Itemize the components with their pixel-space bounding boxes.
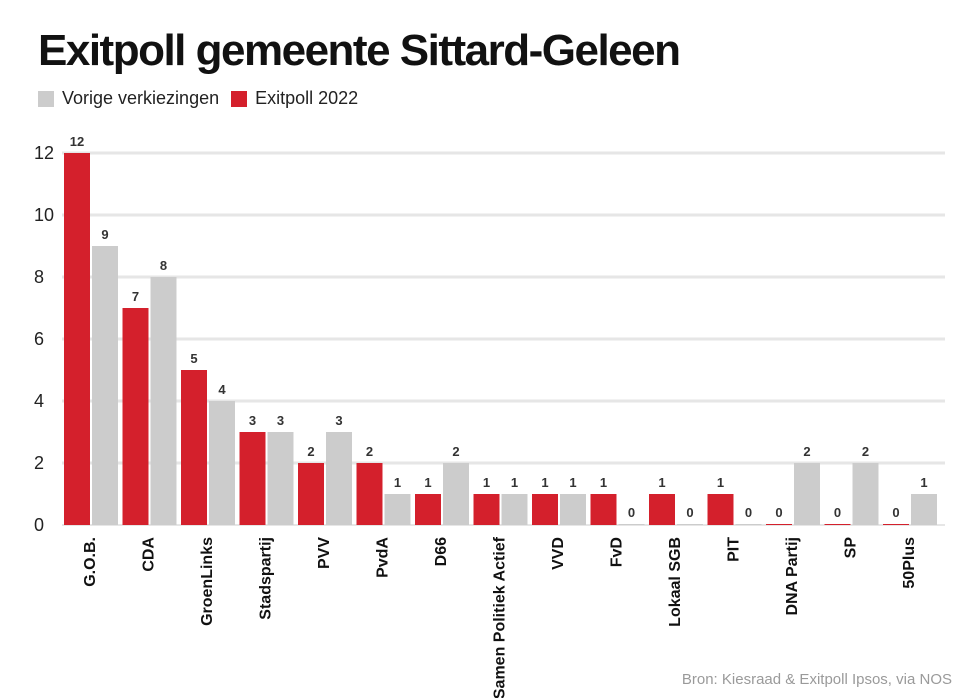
bar-vorige-pvda	[384, 494, 411, 525]
value-label-exitpoll-groenlinks: 5	[190, 351, 197, 366]
value-label-vorige-vvd: 1	[569, 475, 576, 490]
value-label-vorige-stadspartij: 3	[277, 413, 284, 428]
category-label-groenlinks: GroenLinks	[199, 537, 216, 626]
legend-label-exitpoll: Exitpoll 2022	[255, 88, 359, 108]
value-label-vorige-pvda: 1	[394, 475, 401, 490]
value-label-vorige-fvd: 0	[628, 505, 635, 520]
bar-vorige-pit	[735, 524, 762, 525]
y-tick-label-12: 12	[34, 143, 54, 163]
category-label-sp: SP	[843, 537, 860, 559]
category-label-pvv: PVV	[316, 537, 333, 569]
category-label-vvd: VVD	[550, 537, 567, 570]
category-label-cda: CDA	[141, 537, 158, 572]
bar-exitpoll-dna-partij	[766, 524, 792, 525]
bar-vorige-pvv	[326, 432, 352, 525]
category-label-dna-partij: DNA Partij	[784, 537, 801, 616]
bar-exitpoll-pvda	[356, 463, 383, 525]
bar-vorige-groenlinks	[209, 401, 235, 525]
value-label-vorige-groenlinks: 4	[218, 382, 226, 397]
value-label-exitpoll-lokaal-sgb: 1	[658, 475, 665, 490]
y-tick-label-8: 8	[34, 267, 44, 287]
bar-exitpoll-d66	[415, 494, 441, 525]
bar-vorige-samen-politiek-actief	[501, 494, 528, 525]
value-label-vorige-sp: 2	[862, 444, 869, 459]
value-label-vorige-pvv: 3	[335, 413, 342, 428]
category-label-lokaal-sgb: Lokaal SGB	[667, 537, 684, 627]
legend: Vorige verkiezingen Exitpoll 2022	[38, 88, 370, 109]
y-tick-label-0: 0	[34, 515, 44, 535]
bar-exitpoll-lokaal-sgb	[649, 494, 675, 525]
legend-swatch-exitpoll	[231, 90, 248, 107]
value-label-exitpoll-cda: 7	[132, 289, 139, 304]
legend-item-exitpoll: Exitpoll 2022	[231, 88, 358, 109]
bar-exitpoll-sp	[824, 524, 851, 525]
bar-vorige-dna-partij	[794, 463, 820, 525]
y-tick-label-6: 6	[34, 329, 44, 349]
y-tick-label-4: 4	[34, 391, 44, 411]
value-label-vorige-d66: 2	[452, 444, 459, 459]
bar-vorige-d66	[443, 463, 469, 525]
value-label-exitpoll-pvv: 2	[307, 444, 314, 459]
value-label-exitpoll-stadspartij: 3	[249, 413, 256, 428]
legend-label-vorige: Vorige verkiezingen	[62, 88, 220, 108]
bar-exitpoll-g-o-b	[64, 153, 90, 525]
value-label-exitpoll-samen-politiek-actief: 1	[483, 475, 490, 490]
bar-vorige-lokaal-sgb	[677, 524, 703, 525]
category-label-samen-politiek-actief: Samen Politiek Actief	[492, 536, 509, 698]
value-label-vorige-dna-partij: 2	[803, 444, 810, 459]
value-label-exitpoll-50plus: 0	[892, 505, 899, 520]
legend-item-vorige: Vorige verkiezingen	[38, 88, 219, 109]
bar-exitpoll-pvv	[298, 463, 324, 525]
bar-vorige-g-o-b	[92, 246, 118, 525]
bar-exitpoll-50plus	[883, 524, 909, 525]
bar-vorige-50plus	[911, 494, 937, 525]
bar-exitpoll-samen-politiek-actief	[473, 494, 500, 525]
y-tick-label-10: 10	[34, 205, 54, 225]
value-label-exitpoll-d66: 1	[424, 475, 431, 490]
bar-exitpoll-cda	[122, 308, 149, 525]
value-label-vorige-pit: 0	[745, 505, 752, 520]
value-label-vorige-g-o-b: 9	[101, 227, 108, 242]
legend-swatch-vorige	[38, 90, 54, 107]
bar-vorige-cda	[150, 277, 177, 525]
category-label-fvd: FvD	[609, 537, 626, 567]
source-note: Bron: Kiesraad & Exitpoll Ipsos, via NOS	[681, 671, 952, 688]
bar-exitpoll-vvd	[532, 494, 558, 525]
bar-vorige-stadspartij	[267, 432, 294, 525]
value-label-vorige-50plus: 1	[920, 475, 927, 490]
value-label-exitpoll-sp: 0	[834, 505, 841, 520]
value-label-vorige-cda: 8	[160, 258, 167, 273]
value-label-exitpoll-vvd: 1	[541, 475, 548, 490]
bar-exitpoll-fvd	[590, 494, 617, 525]
category-label-g-o-b: G.O.B.	[82, 537, 99, 587]
value-label-exitpoll-pvda: 2	[366, 444, 373, 459]
chart-title: Exitpoll gemeente Sittard-Geleen	[38, 26, 681, 75]
category-label-d66: D66	[433, 537, 450, 566]
value-label-vorige-lokaal-sgb: 0	[686, 505, 693, 520]
value-label-vorige-samen-politiek-actief: 1	[511, 475, 518, 490]
value-label-exitpoll-dna-partij: 0	[775, 505, 782, 520]
value-label-exitpoll-pit: 1	[717, 475, 724, 490]
value-label-exitpoll-g-o-b: 12	[70, 134, 84, 149]
y-tick-label-2: 2	[34, 453, 44, 473]
category-label-pvda: PvdA	[375, 537, 392, 578]
category-label-stadspartij: Stadspartij	[258, 537, 275, 620]
bar-exitpoll-groenlinks	[181, 370, 207, 525]
bar-vorige-vvd	[560, 494, 586, 525]
bar-exitpoll-pit	[707, 494, 734, 525]
bar-exitpoll-stadspartij	[239, 432, 266, 525]
value-label-exitpoll-fvd: 1	[600, 475, 607, 490]
category-label-pit: PIT	[726, 537, 743, 562]
category-label-50plus: 50Plus	[901, 537, 918, 589]
bar-vorige-fvd	[618, 524, 645, 525]
bar-vorige-sp	[852, 463, 879, 525]
